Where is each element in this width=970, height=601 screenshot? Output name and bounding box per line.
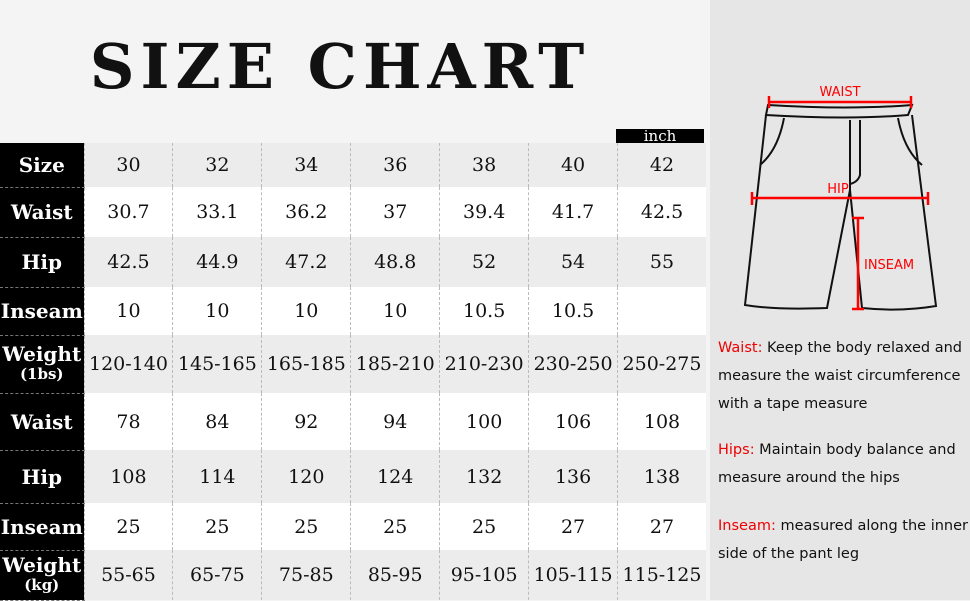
table-cell: 165-185 bbox=[261, 335, 351, 393]
table-cell: 25 bbox=[261, 503, 351, 550]
table-row: Hip 42.5 44.9 47.2 48.8 52 54 55 bbox=[0, 237, 706, 288]
shorts-outline-icon bbox=[743, 103, 938, 311]
table-cell: 120-140 bbox=[83, 335, 173, 393]
table-cell: 54 bbox=[528, 237, 618, 287]
table-cell: 42 bbox=[617, 143, 706, 187]
table-cell: 27 bbox=[617, 503, 706, 550]
unit-label-inch: inch bbox=[616, 129, 704, 144]
table-row: Waist 78 84 92 94 100 106 108 bbox=[0, 393, 706, 451]
table-cell: 25 bbox=[83, 503, 173, 550]
table-cell: 33.1 bbox=[172, 187, 262, 237]
note-hips: Hips: Maintain body balance and measure … bbox=[718, 442, 956, 486]
table-cell: 10 bbox=[83, 287, 173, 335]
table-cell: 85-95 bbox=[350, 550, 440, 600]
table-cell: 105-115 bbox=[528, 550, 618, 600]
table-cell: 48.8 bbox=[350, 237, 440, 287]
table-cell: 10 bbox=[172, 287, 262, 335]
table-cell: 95-105 bbox=[439, 550, 529, 600]
table-cell: 44.9 bbox=[172, 237, 262, 287]
table-cell: 47.2 bbox=[261, 237, 351, 287]
table-cell: 39.4 bbox=[439, 187, 529, 237]
table-cell: 230-250 bbox=[528, 335, 618, 393]
table-cell: 10 bbox=[350, 287, 440, 335]
table-cell: 37 bbox=[350, 187, 440, 237]
table-cell: 36.2 bbox=[261, 187, 351, 237]
table-cell: 94 bbox=[350, 393, 440, 450]
table-row: Weight (1bs) 120-140 145-165 165-185 185-210 2… bbox=[0, 335, 706, 394]
table-cell: 138 bbox=[617, 450, 706, 503]
row-label: Weight (1bs) bbox=[0, 335, 84, 394]
row-label: Weight (kg) bbox=[0, 550, 84, 601]
row-label: Hip bbox=[0, 237, 84, 288]
inseam-label: INSEAM bbox=[864, 258, 914, 273]
table-cell: 42.5 bbox=[83, 237, 173, 287]
table-cell: 25 bbox=[350, 503, 440, 550]
table-cell: 55 bbox=[617, 237, 706, 287]
table-cell: 30 bbox=[83, 143, 173, 187]
table-cell: 25 bbox=[172, 503, 262, 550]
table-row: Hip 108 114 120 124 132 136 138 bbox=[0, 450, 706, 504]
table-cell: 38 bbox=[439, 143, 529, 187]
hip-label: HIP bbox=[827, 182, 849, 197]
table-cell: 42.5 bbox=[617, 187, 706, 237]
table-cell: 250-275 bbox=[617, 335, 706, 393]
table-cell: 36 bbox=[350, 143, 440, 187]
table-row: Inseam 10 10 10 10 10.5 10.5 bbox=[0, 287, 706, 336]
row-label: Inseam bbox=[0, 287, 84, 336]
table-cell: 108 bbox=[83, 450, 173, 503]
table-cell: 75-85 bbox=[261, 550, 351, 600]
row-label: Size bbox=[0, 143, 84, 188]
table-cell: 100 bbox=[439, 393, 529, 450]
table-cell: 210-230 bbox=[439, 335, 529, 393]
table-cell: 78 bbox=[83, 393, 173, 450]
note-inseam: Inseam: measured along the inner side of… bbox=[718, 518, 968, 562]
table-cell: 25 bbox=[439, 503, 529, 550]
shorts-diagram: WAIST HIP INSEAM bbox=[743, 85, 938, 311]
table-cell bbox=[617, 287, 706, 335]
table-cell: 115-125 bbox=[617, 550, 706, 600]
waist-label: WAIST bbox=[819, 85, 860, 100]
table-row: Size 30 32 34 36 38 40 42 bbox=[0, 143, 706, 188]
table-cell: 114 bbox=[172, 450, 262, 503]
table-row: Weight (kg) 55-65 65-75 75-85 85-95 95-105 105-… bbox=[0, 550, 706, 601]
table-cell: 84 bbox=[172, 393, 262, 450]
table-cell: 108 bbox=[617, 393, 706, 450]
table-cell: 132 bbox=[439, 450, 529, 503]
table-cell: 27 bbox=[528, 503, 618, 550]
measurement-guide: WAIST HIP INSEAM Waist: Keep the body re… bbox=[710, 0, 970, 600]
page-title: SIZE CHART bbox=[89, 30, 591, 103]
table-cell: 10.5 bbox=[528, 287, 618, 335]
row-label: Hip bbox=[0, 450, 84, 504]
table-cell: 40 bbox=[528, 143, 618, 187]
row-label: Inseam bbox=[0, 503, 84, 551]
table-cell: 124 bbox=[350, 450, 440, 503]
table-cell: 52 bbox=[439, 237, 529, 287]
table-cell: 32 bbox=[172, 143, 262, 187]
table-cell: 10 bbox=[261, 287, 351, 335]
table-cell: 145-165 bbox=[172, 335, 262, 393]
table-row: Inseam 25 25 25 25 25 27 27 bbox=[0, 503, 706, 551]
table-cell: 34 bbox=[261, 143, 351, 187]
table-cell: 10.5 bbox=[439, 287, 529, 335]
row-label: Waist bbox=[0, 187, 84, 238]
table-cell: 92 bbox=[261, 393, 351, 450]
table-cell: 30.7 bbox=[83, 187, 173, 237]
size-table: Size 30 32 34 36 38 40 42 Waist 30.7 33.1 36.2 37 39.… bbox=[0, 143, 706, 601]
table-cell: 41.7 bbox=[528, 187, 618, 237]
row-label: Waist bbox=[0, 393, 84, 451]
table-cell: 185-210 bbox=[350, 335, 440, 393]
table-cell: 65-75 bbox=[172, 550, 262, 600]
table-cell: 136 bbox=[528, 450, 618, 503]
table-cell: 55-65 bbox=[83, 550, 173, 600]
size-chart-panel: SIZE CHART inch cm Size30323436384042Wai… bbox=[0, 30, 706, 601]
table-row: Waist 30.7 33.1 36.2 37 39.4 41.7 42.5 bbox=[0, 187, 706, 238]
table-cell: 120 bbox=[261, 450, 351, 503]
table-cell: 106 bbox=[528, 393, 618, 450]
note-waist: Waist: Keep the body relaxed and measure… bbox=[718, 340, 963, 412]
